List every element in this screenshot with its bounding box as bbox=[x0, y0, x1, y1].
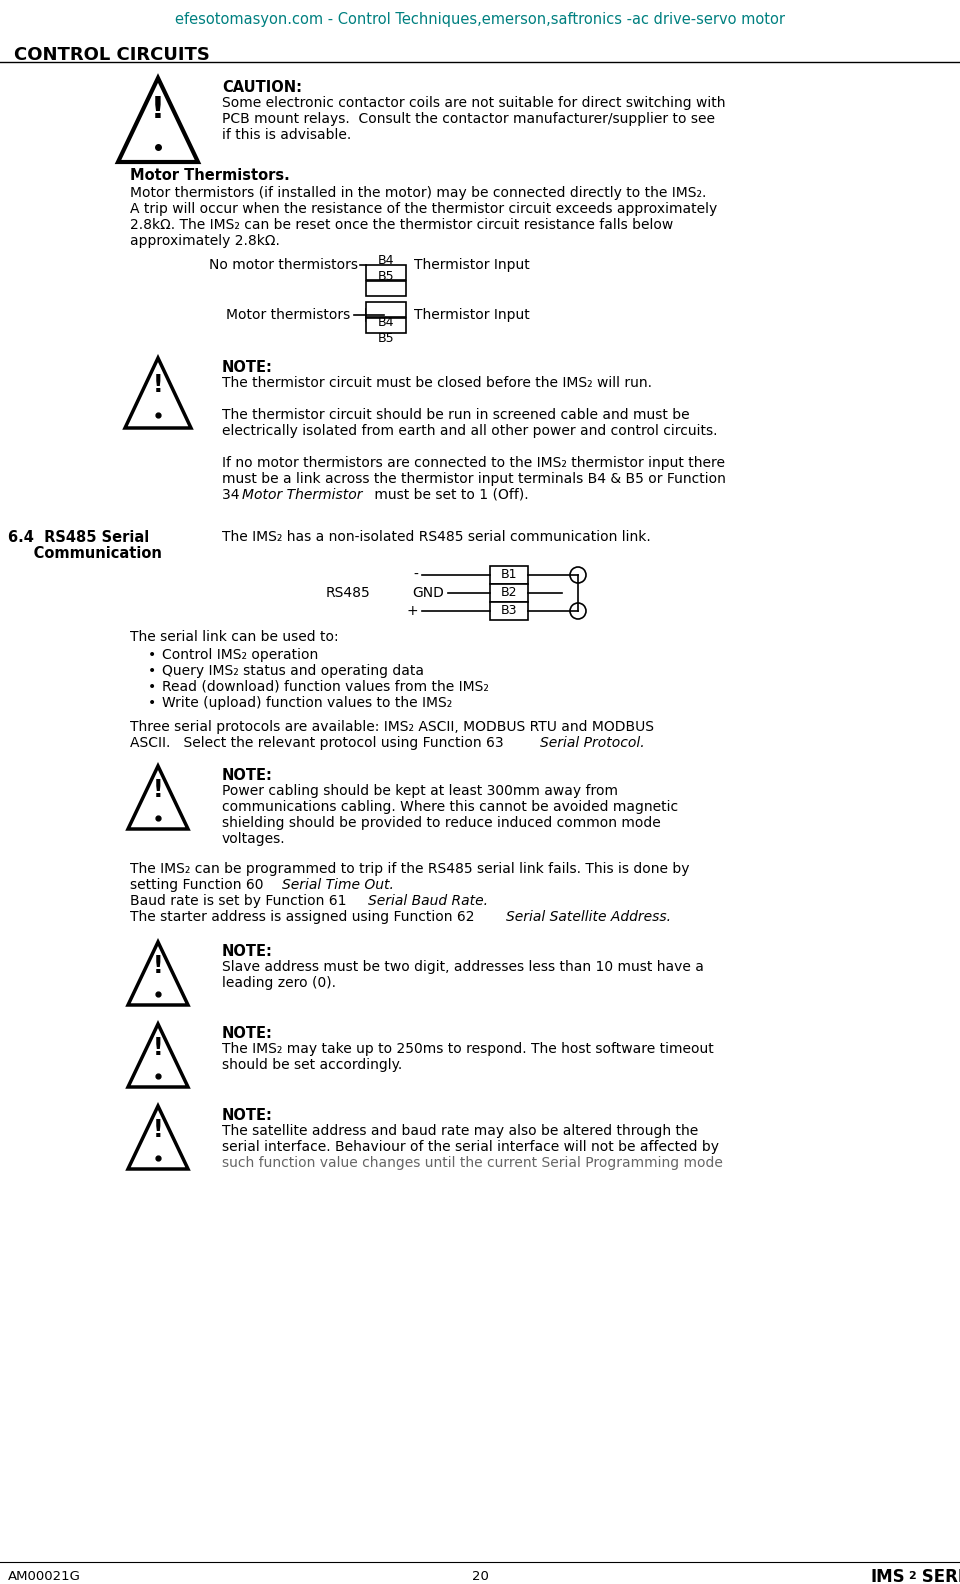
Text: communications cabling. Where this cannot be avoided magnetic: communications cabling. Where this canno… bbox=[222, 800, 678, 814]
Text: •: • bbox=[148, 680, 156, 694]
Text: Slave address must be two digit, addresses less than 10 must have a: Slave address must be two digit, address… bbox=[222, 960, 704, 974]
Text: Three serial protocols are available: IMS₂ ASCII, MODBUS RTU and MODBUS: Three serial protocols are available: IM… bbox=[130, 721, 654, 733]
Text: B4: B4 bbox=[377, 255, 395, 268]
Text: AM00021G: AM00021G bbox=[8, 1570, 81, 1582]
Text: !: ! bbox=[153, 1036, 163, 1060]
Text: B3: B3 bbox=[501, 605, 517, 618]
Text: 20: 20 bbox=[471, 1570, 489, 1582]
Text: Power cabling should be kept at least 300mm away from: Power cabling should be kept at least 30… bbox=[222, 784, 618, 798]
Text: B1: B1 bbox=[501, 569, 517, 581]
Text: The thermistor circuit should be run in screened cable and must be: The thermistor circuit should be run in … bbox=[222, 409, 689, 421]
FancyBboxPatch shape bbox=[490, 584, 528, 602]
Text: Thermistor Input: Thermistor Input bbox=[414, 258, 530, 272]
Text: Read (download) function values from the IMS₂: Read (download) function values from the… bbox=[162, 680, 489, 694]
Text: CAUTION:: CAUTION: bbox=[222, 81, 302, 95]
Text: Motor thermistors: Motor thermistors bbox=[226, 307, 350, 322]
Text: GND: GND bbox=[412, 586, 444, 600]
Text: •: • bbox=[148, 648, 156, 662]
Text: Some electronic contactor coils are not suitable for direct switching with: Some electronic contactor coils are not … bbox=[222, 97, 726, 109]
Text: Serial Time Out.: Serial Time Out. bbox=[282, 878, 394, 892]
FancyBboxPatch shape bbox=[366, 280, 406, 296]
Text: NOTE:: NOTE: bbox=[222, 1026, 273, 1041]
Text: !: ! bbox=[153, 954, 163, 977]
Text: -: - bbox=[413, 569, 418, 581]
Text: SERIES: SERIES bbox=[916, 1568, 960, 1584]
Text: +: + bbox=[406, 604, 418, 618]
Text: The serial link can be used to:: The serial link can be used to: bbox=[130, 630, 339, 645]
Text: •: • bbox=[148, 664, 156, 678]
Text: Motor Thermistors.: Motor Thermistors. bbox=[130, 168, 290, 184]
Text: leading zero (0).: leading zero (0). bbox=[222, 976, 336, 990]
Text: The starter address is assigned using Function 62: The starter address is assigned using Fu… bbox=[130, 909, 479, 923]
Text: !: ! bbox=[153, 372, 163, 396]
Text: 34: 34 bbox=[222, 488, 244, 502]
Text: Query IMS₂ status and operating data: Query IMS₂ status and operating data bbox=[162, 664, 424, 678]
Text: 2.8kΩ. The IMS₂ can be reset once the thermistor circuit resistance falls below: 2.8kΩ. The IMS₂ can be reset once the th… bbox=[130, 219, 673, 231]
Text: Motor thermistors (if installed in the motor) may be connected directly to the I: Motor thermistors (if installed in the m… bbox=[130, 185, 707, 200]
Text: The satellite address and baud rate may also be altered through the: The satellite address and baud rate may … bbox=[222, 1125, 698, 1137]
Text: B5: B5 bbox=[377, 333, 395, 345]
Text: if this is advisable.: if this is advisable. bbox=[222, 128, 351, 143]
Text: 2: 2 bbox=[908, 1571, 916, 1581]
Text: Baud rate is set by Function 61: Baud rate is set by Function 61 bbox=[130, 893, 350, 908]
Text: Write (upload) function values to the IMS₂: Write (upload) function values to the IM… bbox=[162, 695, 452, 710]
Text: Communication: Communication bbox=[8, 546, 162, 561]
FancyBboxPatch shape bbox=[366, 303, 406, 317]
Text: !: ! bbox=[153, 778, 163, 802]
Text: setting Function 60: setting Function 60 bbox=[130, 878, 268, 892]
Text: approximately 2.8kΩ.: approximately 2.8kΩ. bbox=[130, 234, 280, 249]
Text: •: • bbox=[148, 695, 156, 710]
FancyBboxPatch shape bbox=[366, 309, 384, 322]
Text: NOTE:: NOTE: bbox=[222, 768, 273, 782]
Text: Thermistor Input: Thermistor Input bbox=[414, 307, 530, 322]
Text: ASCII.   Select the relevant protocol using Function 63: ASCII. Select the relevant protocol usin… bbox=[130, 737, 508, 749]
Text: should be set accordingly.: should be set accordingly. bbox=[222, 1058, 402, 1072]
Text: NOTE:: NOTE: bbox=[222, 360, 273, 375]
Text: Serial Baud Rate.: Serial Baud Rate. bbox=[368, 893, 488, 908]
Text: NOTE:: NOTE: bbox=[222, 1107, 273, 1123]
Text: If no motor thermistors are connected to the IMS₂ thermistor input there: If no motor thermistors are connected to… bbox=[222, 456, 725, 470]
Text: must be a link across the thermistor input terminals B4 & B5 or Function: must be a link across the thermistor inp… bbox=[222, 472, 726, 486]
Text: RS485: RS485 bbox=[325, 586, 370, 600]
Text: shielding should be provided to reduce induced common mode: shielding should be provided to reduce i… bbox=[222, 816, 660, 830]
Text: No motor thermistors: No motor thermistors bbox=[209, 258, 358, 272]
Text: IMS: IMS bbox=[870, 1568, 904, 1584]
Text: Serial Protocol.: Serial Protocol. bbox=[540, 737, 644, 749]
Text: !: ! bbox=[153, 1118, 163, 1142]
Text: 6.4  RS485 Serial: 6.4 RS485 Serial bbox=[8, 531, 149, 545]
Text: efesotomasyon.com - Control Techniques,emerson,saftronics -ac drive-servo motor: efesotomasyon.com - Control Techniques,e… bbox=[175, 13, 785, 27]
Text: The thermistor circuit must be closed before the IMS₂ will run.: The thermistor circuit must be closed be… bbox=[222, 375, 652, 390]
Text: Serial Satellite Address.: Serial Satellite Address. bbox=[506, 909, 671, 923]
Text: B4: B4 bbox=[377, 317, 395, 329]
Text: Motor Thermistor: Motor Thermistor bbox=[242, 488, 363, 502]
FancyBboxPatch shape bbox=[366, 318, 406, 333]
Text: such function value changes until the current Serial Programming mode: such function value changes until the cu… bbox=[222, 1156, 723, 1171]
Text: B2: B2 bbox=[501, 586, 517, 599]
Text: The IMS₂ has a non-isolated RS485 serial communication link.: The IMS₂ has a non-isolated RS485 serial… bbox=[222, 531, 651, 543]
Text: A trip will occur when the resistance of the thermistor circuit exceeds approxim: A trip will occur when the resistance of… bbox=[130, 203, 717, 215]
Text: The IMS₂ may take up to 250ms to respond. The host software timeout: The IMS₂ may take up to 250ms to respond… bbox=[222, 1042, 713, 1057]
Text: must be set to 1 (Off).: must be set to 1 (Off). bbox=[370, 488, 529, 502]
Text: CONTROL CIRCUITS: CONTROL CIRCUITS bbox=[14, 46, 210, 63]
Text: !: ! bbox=[151, 95, 165, 125]
Text: B5: B5 bbox=[377, 271, 395, 284]
Text: The IMS₂ can be programmed to trip if the RS485 serial link fails. This is done : The IMS₂ can be programmed to trip if th… bbox=[130, 862, 689, 876]
Text: serial interface. Behaviour of the serial interface will not be affected by: serial interface. Behaviour of the seria… bbox=[222, 1140, 719, 1155]
Text: voltages.: voltages. bbox=[222, 832, 286, 846]
FancyBboxPatch shape bbox=[490, 565, 528, 584]
FancyBboxPatch shape bbox=[366, 265, 406, 280]
Text: electrically isolated from earth and all other power and control circuits.: electrically isolated from earth and all… bbox=[222, 425, 717, 439]
Text: Control IMS₂ operation: Control IMS₂ operation bbox=[162, 648, 319, 662]
Text: PCB mount relays.  Consult the contactor manufacturer/supplier to see: PCB mount relays. Consult the contactor … bbox=[222, 112, 715, 127]
FancyBboxPatch shape bbox=[490, 602, 528, 619]
Text: NOTE:: NOTE: bbox=[222, 944, 273, 958]
